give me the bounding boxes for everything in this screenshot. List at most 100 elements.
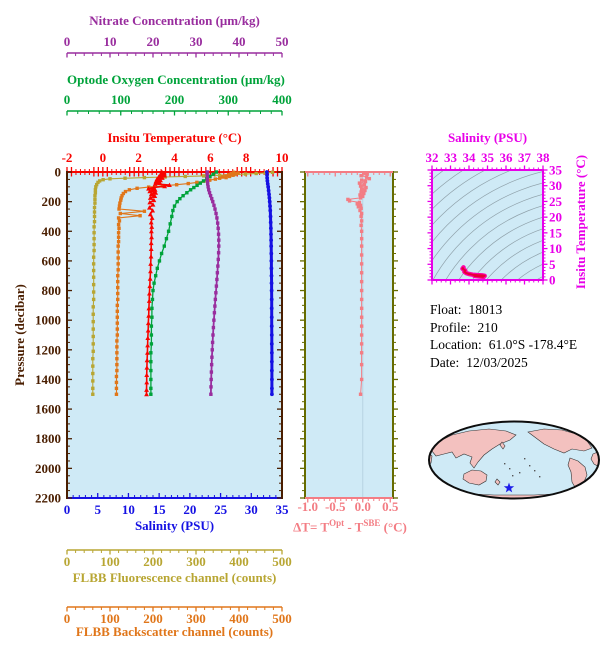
marker xyxy=(91,262,96,266)
marker xyxy=(217,244,221,248)
info-row-date: Date: 12/03/2025 xyxy=(430,354,577,372)
info-row-location: Location: 61.0°S -178.4°E xyxy=(430,336,577,354)
marker xyxy=(236,171,240,175)
marker xyxy=(269,315,274,320)
marker xyxy=(359,236,364,241)
marker xyxy=(209,362,214,367)
marker xyxy=(270,386,274,391)
marker xyxy=(147,283,153,289)
marker xyxy=(355,202,359,206)
marker xyxy=(208,194,213,198)
ts-temperature-axis-title: Insitu Temperature (°C) xyxy=(573,154,588,290)
marker xyxy=(358,193,362,197)
tick-label: 200 xyxy=(143,611,163,626)
marker xyxy=(359,262,364,266)
marker xyxy=(229,171,233,176)
marker xyxy=(359,229,364,233)
pressure-axis-title: Pressure (decibar) xyxy=(12,284,27,386)
marker xyxy=(149,215,155,220)
marker xyxy=(265,176,270,180)
marker xyxy=(198,181,202,185)
marker xyxy=(91,297,96,302)
marker xyxy=(157,180,163,185)
marker xyxy=(217,238,221,242)
marker xyxy=(183,174,187,179)
tick-label: 0 xyxy=(64,92,71,107)
marker xyxy=(147,211,153,217)
marker xyxy=(214,211,218,216)
marker xyxy=(269,324,274,329)
marker xyxy=(359,244,364,248)
marker xyxy=(116,262,120,266)
tick-label: 0.0 xyxy=(355,499,371,514)
tick-label: 8 xyxy=(243,150,250,165)
marker xyxy=(92,210,97,214)
tick-label: 400 xyxy=(229,611,249,626)
marker xyxy=(206,185,210,189)
tick-label: 25 xyxy=(214,502,228,517)
marker xyxy=(148,261,154,266)
tick-label: 40 xyxy=(233,34,246,49)
tick-label: 100 xyxy=(100,611,120,626)
marker xyxy=(123,176,127,180)
map-outline xyxy=(428,420,600,500)
marker xyxy=(149,224,155,229)
marker xyxy=(115,333,120,337)
marker xyxy=(212,203,216,208)
marker xyxy=(148,240,154,246)
marker xyxy=(269,341,274,346)
marker xyxy=(119,198,123,202)
marker xyxy=(91,371,95,376)
tick-label: 36 xyxy=(500,150,514,165)
marker xyxy=(358,184,363,188)
tick-label: 20 xyxy=(183,502,196,517)
marker xyxy=(359,223,363,228)
marker xyxy=(266,184,271,189)
tick-label: 10 xyxy=(276,150,289,165)
tick-label: 38 xyxy=(537,150,551,165)
marker xyxy=(149,392,153,396)
marker xyxy=(214,284,219,288)
marker xyxy=(358,392,363,396)
marker xyxy=(268,226,273,231)
tick-label: 34 xyxy=(463,150,477,165)
world-map xyxy=(428,420,600,500)
ts-salinity-axis-title: Salinity (PSU) xyxy=(447,130,528,145)
pressure-tick-label: 400 xyxy=(42,224,62,239)
marker xyxy=(116,244,120,248)
marker xyxy=(359,253,364,257)
marker xyxy=(146,313,152,318)
main-plot-background xyxy=(67,172,282,498)
marker xyxy=(359,288,364,293)
marker xyxy=(93,188,98,192)
marker xyxy=(144,365,150,370)
marker xyxy=(216,264,220,268)
tick-label: 50 xyxy=(276,34,289,49)
marker xyxy=(117,207,121,211)
delta-t-axis-label: ΔT= TOpt - TSBE (°C) xyxy=(284,518,416,535)
info-row-float: Float: 18013 xyxy=(430,301,577,319)
marker xyxy=(265,181,270,186)
marker xyxy=(213,207,217,211)
tick-label: -1.0 xyxy=(297,499,318,514)
marker xyxy=(269,273,274,278)
marker xyxy=(148,228,154,234)
marker xyxy=(144,387,149,392)
marker xyxy=(202,174,206,178)
tick-label: 0 xyxy=(100,150,107,165)
marker xyxy=(151,288,155,293)
marker xyxy=(161,170,167,176)
marker xyxy=(211,325,216,330)
pressure-tick-label: 600 xyxy=(42,253,62,268)
marker xyxy=(114,380,119,385)
tick-label: 32 xyxy=(426,150,439,165)
oxygen-axis: 0 100 200 300 400 xyxy=(64,92,292,116)
marker xyxy=(117,219,122,223)
marker xyxy=(359,271,364,275)
marker xyxy=(116,297,120,302)
tick-label: 4 xyxy=(171,150,178,165)
marker xyxy=(97,179,102,183)
marker xyxy=(116,222,121,227)
marker xyxy=(115,303,120,308)
tick-label: 15 xyxy=(549,225,563,240)
